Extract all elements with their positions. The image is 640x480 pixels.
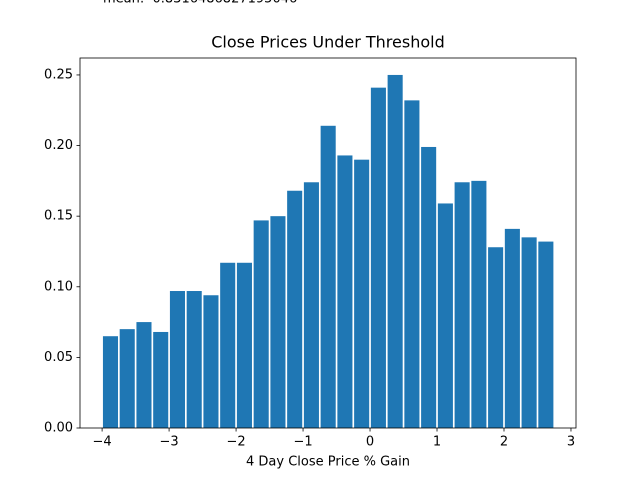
bar [270,216,286,428]
annotation: mean: 0.8316486827195046 [103,0,297,7]
y-tick-label: 0.25 [44,67,73,82]
x-tick-label: 1 [433,435,441,450]
bar [421,146,437,428]
bar [454,182,470,428]
bar [136,322,152,428]
bar [119,329,135,428]
bar [303,182,319,428]
bar [488,247,504,428]
bar [404,100,420,429]
bar [287,190,303,428]
bar [169,291,185,428]
bar [538,241,554,428]
y-tick-label: 0.00 [44,421,73,436]
x-tick-label: −2 [226,435,245,450]
bar [220,262,236,428]
bar [253,220,269,428]
bar [354,159,370,428]
x-axis-label: 4 Day Close Price % Gain [246,455,410,470]
bar [504,228,520,428]
bar [471,180,487,428]
bar [437,203,453,428]
bar [370,87,386,428]
chart-title: Close Prices Under Threshold [211,33,445,52]
y-tick-label: 0.20 [44,138,73,153]
x-tick-label: 0 [366,435,374,450]
x-tick-label: −3 [159,435,178,450]
x-tick-label: 2 [500,435,508,450]
bar [153,331,169,428]
bar [102,336,119,428]
x-tick-label: −1 [293,435,312,450]
x-tick-label: 3 [567,435,575,450]
bar [521,237,537,428]
bar [186,291,202,428]
bar [320,125,336,429]
y-tick-label: 0.10 [44,279,73,294]
x-tick-label: −4 [93,435,112,450]
bar [387,74,403,428]
plot-frame [79,57,577,429]
y-tick-label: 0.15 [44,209,73,224]
bar [236,262,252,428]
bar [337,155,353,428]
y-tick-label: 0.05 [44,350,73,365]
bar [203,295,219,428]
